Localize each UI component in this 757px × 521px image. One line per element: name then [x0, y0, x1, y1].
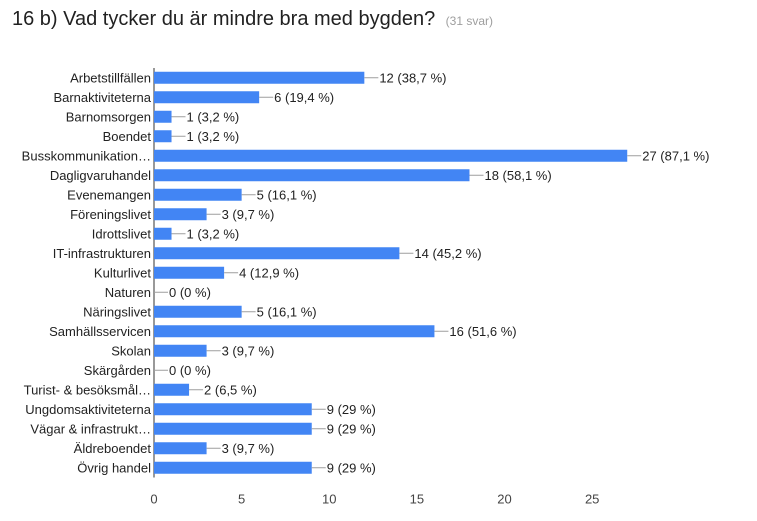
- bar: [154, 383, 190, 396]
- bar: [154, 149, 628, 162]
- value-label: 9 (29 %): [327, 460, 376, 475]
- x-tick-label: 0: [150, 492, 157, 507]
- category-label: Boendet: [103, 129, 152, 144]
- category-label: Kulturlivet: [94, 265, 151, 280]
- bar: [154, 130, 172, 143]
- value-label: 4 (12,9 %): [239, 265, 299, 280]
- category-label: Idrottslivet: [92, 226, 152, 241]
- bar: [154, 110, 172, 123]
- bar: [154, 71, 365, 84]
- category-label: Barnaktiviteterna: [53, 90, 151, 105]
- category-label: Evenemangen: [67, 187, 151, 202]
- value-label: 1 (3,2 %): [187, 109, 240, 124]
- value-label: 2 (6,5 %): [204, 382, 257, 397]
- category-label: Busskommunikation…: [22, 148, 151, 163]
- category-label: Naturen: [105, 285, 151, 300]
- value-label: 1 (3,2 %): [187, 129, 240, 144]
- category-label: Arbetstillfällen: [70, 70, 151, 85]
- value-label: 12 (38,7 %): [379, 70, 446, 85]
- bar: [154, 305, 242, 318]
- value-label: 16 (51,6 %): [449, 324, 516, 339]
- value-label: 27 (87,1 %): [642, 148, 709, 163]
- value-label: 0 (0 %): [169, 363, 211, 378]
- bar: [154, 188, 242, 201]
- value-label: 0 (0 %): [169, 285, 211, 300]
- category-label: Föreningslivet: [70, 207, 151, 222]
- bar: [154, 91, 260, 104]
- category-label: Turist- & besöksmål…: [24, 382, 151, 397]
- category-label: Övrig handel: [77, 460, 151, 475]
- category-label: Ungdomsaktiviteterna: [25, 402, 151, 417]
- bar: [154, 422, 312, 435]
- bar: [154, 442, 207, 455]
- bar: [154, 266, 225, 279]
- bar: [154, 208, 207, 221]
- value-label: 3 (9,7 %): [222, 441, 275, 456]
- value-label: 1 (3,2 %): [187, 226, 240, 241]
- bar: [154, 169, 470, 182]
- value-label: 14 (45,2 %): [414, 246, 481, 261]
- category-label: Skolan: [111, 343, 151, 358]
- value-label: 6 (19,4 %): [274, 90, 334, 105]
- value-label: 5 (16,1 %): [257, 304, 317, 319]
- category-label: Samhällsservicen: [49, 324, 151, 339]
- value-label: 9 (29 %): [327, 402, 376, 417]
- value-label: 9 (29 %): [327, 421, 376, 436]
- category-label: Vägar & infrastrukt…: [30, 421, 151, 436]
- chart-title: 16 b) Vad tycker du är mindre bra med by…: [12, 8, 436, 30]
- x-tick-label: 20: [497, 492, 511, 507]
- value-label: 3 (9,7 %): [222, 343, 275, 358]
- chart-subtitle: (31 svar): [445, 14, 493, 28]
- value-label: 18 (58,1 %): [484, 168, 551, 183]
- bar: [154, 344, 207, 357]
- category-label: Näringslivet: [83, 304, 151, 319]
- category-label: Dagligvaruhandel: [50, 168, 151, 183]
- category-label: Skärgården: [84, 363, 151, 378]
- value-label: 5 (16,1 %): [257, 187, 317, 202]
- bar: [154, 227, 172, 240]
- x-tick-label: 10: [322, 492, 336, 507]
- bar: [154, 461, 312, 474]
- x-tick-label: 25: [585, 492, 599, 507]
- value-label: 3 (9,7 %): [222, 207, 275, 222]
- chart-title-row: 16 b) Vad tycker du är mindre bra med by…: [12, 8, 493, 31]
- x-tick-label: 5: [238, 492, 245, 507]
- x-tick-label: 15: [410, 492, 424, 507]
- bar: [154, 247, 400, 260]
- bar: [154, 325, 435, 338]
- category-label: Äldreboendet: [74, 441, 152, 456]
- category-label: IT-infrastrukturen: [53, 246, 151, 261]
- category-label: Barnomsorgen: [66, 109, 151, 124]
- bar: [154, 403, 312, 416]
